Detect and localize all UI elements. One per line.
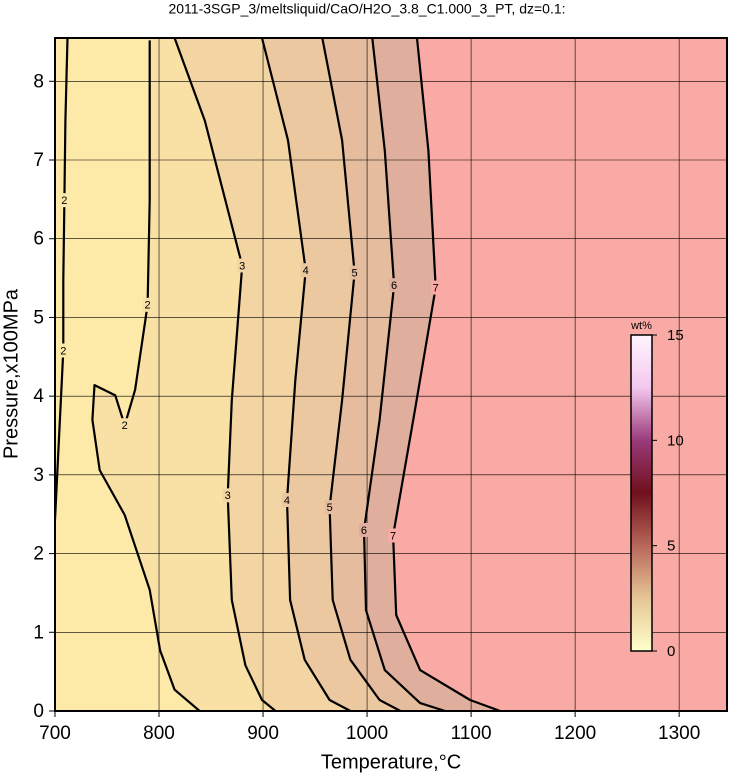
contour-label: 6 xyxy=(391,280,397,292)
contour-label: 7 xyxy=(390,530,396,542)
contour-label: 5 xyxy=(352,267,358,279)
y-tick-label: 0 xyxy=(33,701,44,722)
y-tick-label: 3 xyxy=(33,465,44,486)
contour-line xyxy=(91,40,201,711)
contour-label-bg xyxy=(222,488,233,503)
colorbar-tick-label: 5 xyxy=(667,538,675,555)
contour-label: 4 xyxy=(303,265,309,277)
colorbar-tick-label: 15 xyxy=(667,327,684,344)
x-tick-label: 1000 xyxy=(346,723,388,744)
contour-label-bg xyxy=(430,280,441,295)
plot-frame xyxy=(54,37,728,712)
contour-label: 6 xyxy=(361,525,367,537)
x-axis-label: Temperature,°C xyxy=(321,751,461,773)
colorbar-label: wt% xyxy=(630,320,652,332)
contour-label-bg xyxy=(237,258,248,273)
contour-label: 2 xyxy=(60,345,66,357)
contour-label: 7 xyxy=(433,282,439,294)
contour-label-bg xyxy=(358,522,369,537)
contour-label: 2 xyxy=(122,420,128,432)
contour-label-bg xyxy=(389,278,400,293)
contour-label-bg xyxy=(58,343,69,358)
contour-label-bg xyxy=(300,263,311,278)
y-tick-label: 1 xyxy=(33,622,44,643)
contour-label-bg xyxy=(324,500,335,515)
contour-line xyxy=(55,38,69,520)
contour-label: 2 xyxy=(145,300,151,312)
x-tick-label: 1200 xyxy=(554,723,596,744)
colorbar xyxy=(630,334,653,652)
y-tick-label: 4 xyxy=(33,386,44,407)
contour-label: 3 xyxy=(239,260,245,272)
colorbar-tick-label: 0 xyxy=(667,643,675,660)
y-tick-label: 2 xyxy=(33,544,44,565)
contour-label: 3 xyxy=(225,490,231,502)
x-tick-label: 700 xyxy=(39,723,71,744)
contour-label: 2 xyxy=(61,195,67,207)
y-tick-label: 5 xyxy=(33,307,44,328)
y-tick-label: 7 xyxy=(33,150,44,171)
contour-label-bg xyxy=(349,265,360,280)
x-tick-label: 800 xyxy=(143,723,175,744)
contour-label-bg xyxy=(142,297,153,312)
contour-label-bg xyxy=(281,493,292,508)
contour-band xyxy=(393,38,727,711)
chart-title: 2011-3SGP_3/meltsliquid/CaO/H2O_3.8_C1.0… xyxy=(168,1,565,17)
contour-label-bg xyxy=(59,193,70,208)
y-tick-label: 8 xyxy=(33,71,44,92)
contour-label-bg xyxy=(388,528,399,543)
y-axis-label: Pressure,x100MPa xyxy=(0,288,22,459)
contour-label: 4 xyxy=(284,495,290,507)
x-tick-label: 900 xyxy=(247,723,279,744)
y-tick-label: 6 xyxy=(33,229,44,250)
contour-label: 5 xyxy=(327,502,333,514)
x-tick-label: 1300 xyxy=(658,723,700,744)
colorbar-tick-label: 10 xyxy=(667,432,684,449)
x-tick-label: 1100 xyxy=(451,723,492,744)
contour-label-bg xyxy=(119,418,130,433)
